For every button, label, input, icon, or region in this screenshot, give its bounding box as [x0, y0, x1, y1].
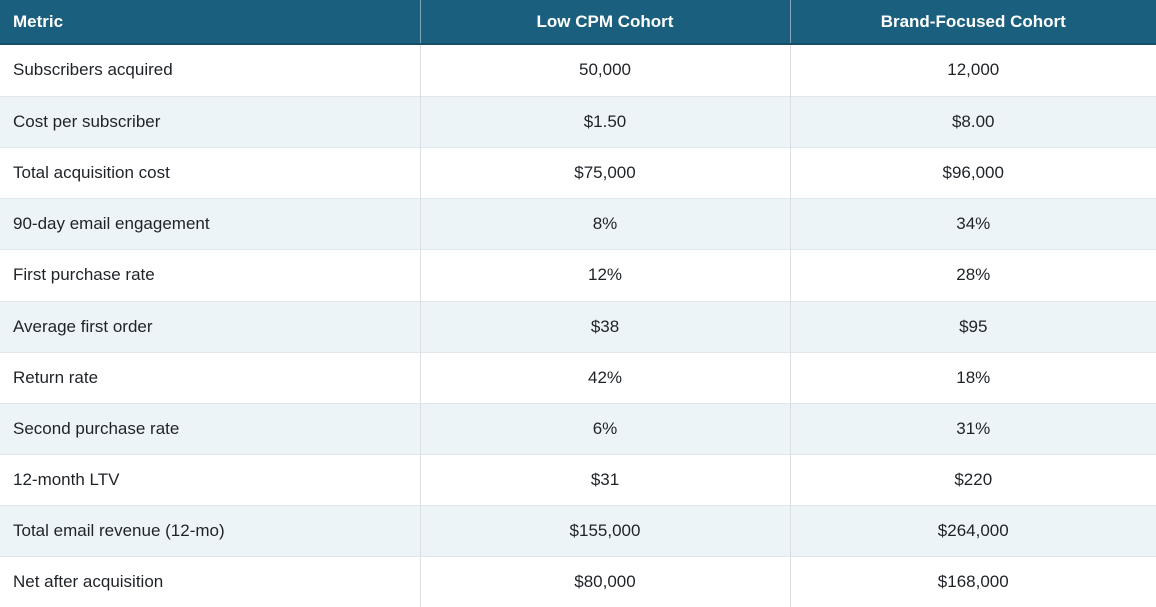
low-cpm-value-cell: $31 [419, 454, 790, 506]
metric-cell: Subscribers acquired [13, 60, 173, 80]
brand-focused-value-cell: 34% [789, 198, 1156, 250]
metric-cell: Second purchase rate [0, 402, 420, 455]
column-header-low-cpm-cohort: Low CPM Cohort [419, 0, 790, 45]
brand-focused-value-cell: 18% [789, 351, 1156, 404]
metric-cell: Cost per subscriber [0, 95, 420, 148]
low-cpm-value-cell: 42% [419, 351, 790, 404]
column-header-brand-focused-cohort: Brand-Focused Cohort [789, 0, 1156, 45]
low-cpm-value-cell: $75,000 [419, 147, 790, 199]
brand-focused-value-cell: $168,000 [789, 556, 1156, 607]
table-row: 12-month LTV $31 $220 [0, 454, 1156, 506]
metric-cell: Total acquisition cost [0, 147, 420, 199]
header-row: Metric Low CPM Cohort Brand-Focused Coho… [0, 0, 1156, 45]
metric-cell: Net after acquisition [0, 556, 420, 607]
table-row: Return rate 42% 18% [0, 351, 1156, 404]
metric-cell: Average first order [0, 300, 420, 353]
low-cpm-value-cell: 8% [419, 198, 790, 250]
metric-cell: 90-day email engagement [0, 198, 420, 250]
brand-focused-value-cell: $8.00 [789, 95, 1156, 148]
low-cpm-value-cell: $1.50 [419, 95, 790, 148]
table-row: Total acquisition cost $75,000 $96,000 [0, 147, 1156, 199]
brand-focused-value-cell: 28% [789, 249, 1156, 302]
metric-cell: Return rate [0, 351, 420, 404]
table-row: Second purchase rate 6% 31% [0, 402, 1156, 455]
brand-focused-value-cell: 31% [789, 402, 1156, 455]
brand-focused-value-cell: $264,000 [789, 505, 1156, 557]
table-row: Average first order $38 $95 [0, 300, 1156, 353]
brand-focused-value-cell: $95 [789, 300, 1156, 353]
brand-focused-value-cell: 12,000 [789, 44, 1156, 97]
table-row: Subscribers acquired 50,000 12,000 [0, 44, 1156, 97]
table-row: First purchase rate 12% 28% [0, 249, 1156, 302]
low-cpm-value-cell: 50,000 [419, 44, 790, 97]
table-row: Cost per subscriber $1.50 $8.00 [0, 95, 1156, 148]
table-row: Net after acquisition $80,000 $168,000 [0, 556, 1156, 607]
low-cpm-value-cell: $80,000 [419, 556, 790, 607]
column-header-metric: Metric [0, 0, 420, 45]
low-cpm-value-cell: $155,000 [419, 505, 790, 557]
metric-cell: First purchase rate [0, 249, 420, 302]
low-cpm-value-cell: $38 [419, 300, 790, 353]
brand-focused-value-cell: $96,000 [789, 147, 1156, 199]
brand-focused-value-cell: $220 [789, 454, 1156, 506]
table-row: 90-day email engagement 8% 34% [0, 198, 1156, 250]
metric-cell: Total email revenue (12-mo) [0, 505, 420, 557]
table-row: Total email revenue (12-mo) $155,000 $264,… [0, 505, 1156, 557]
low-cpm-value-cell: 6% [419, 402, 790, 455]
low-cpm-value-cell: 12% [419, 249, 790, 302]
metric-cell: 12-month LTV [0, 454, 420, 506]
